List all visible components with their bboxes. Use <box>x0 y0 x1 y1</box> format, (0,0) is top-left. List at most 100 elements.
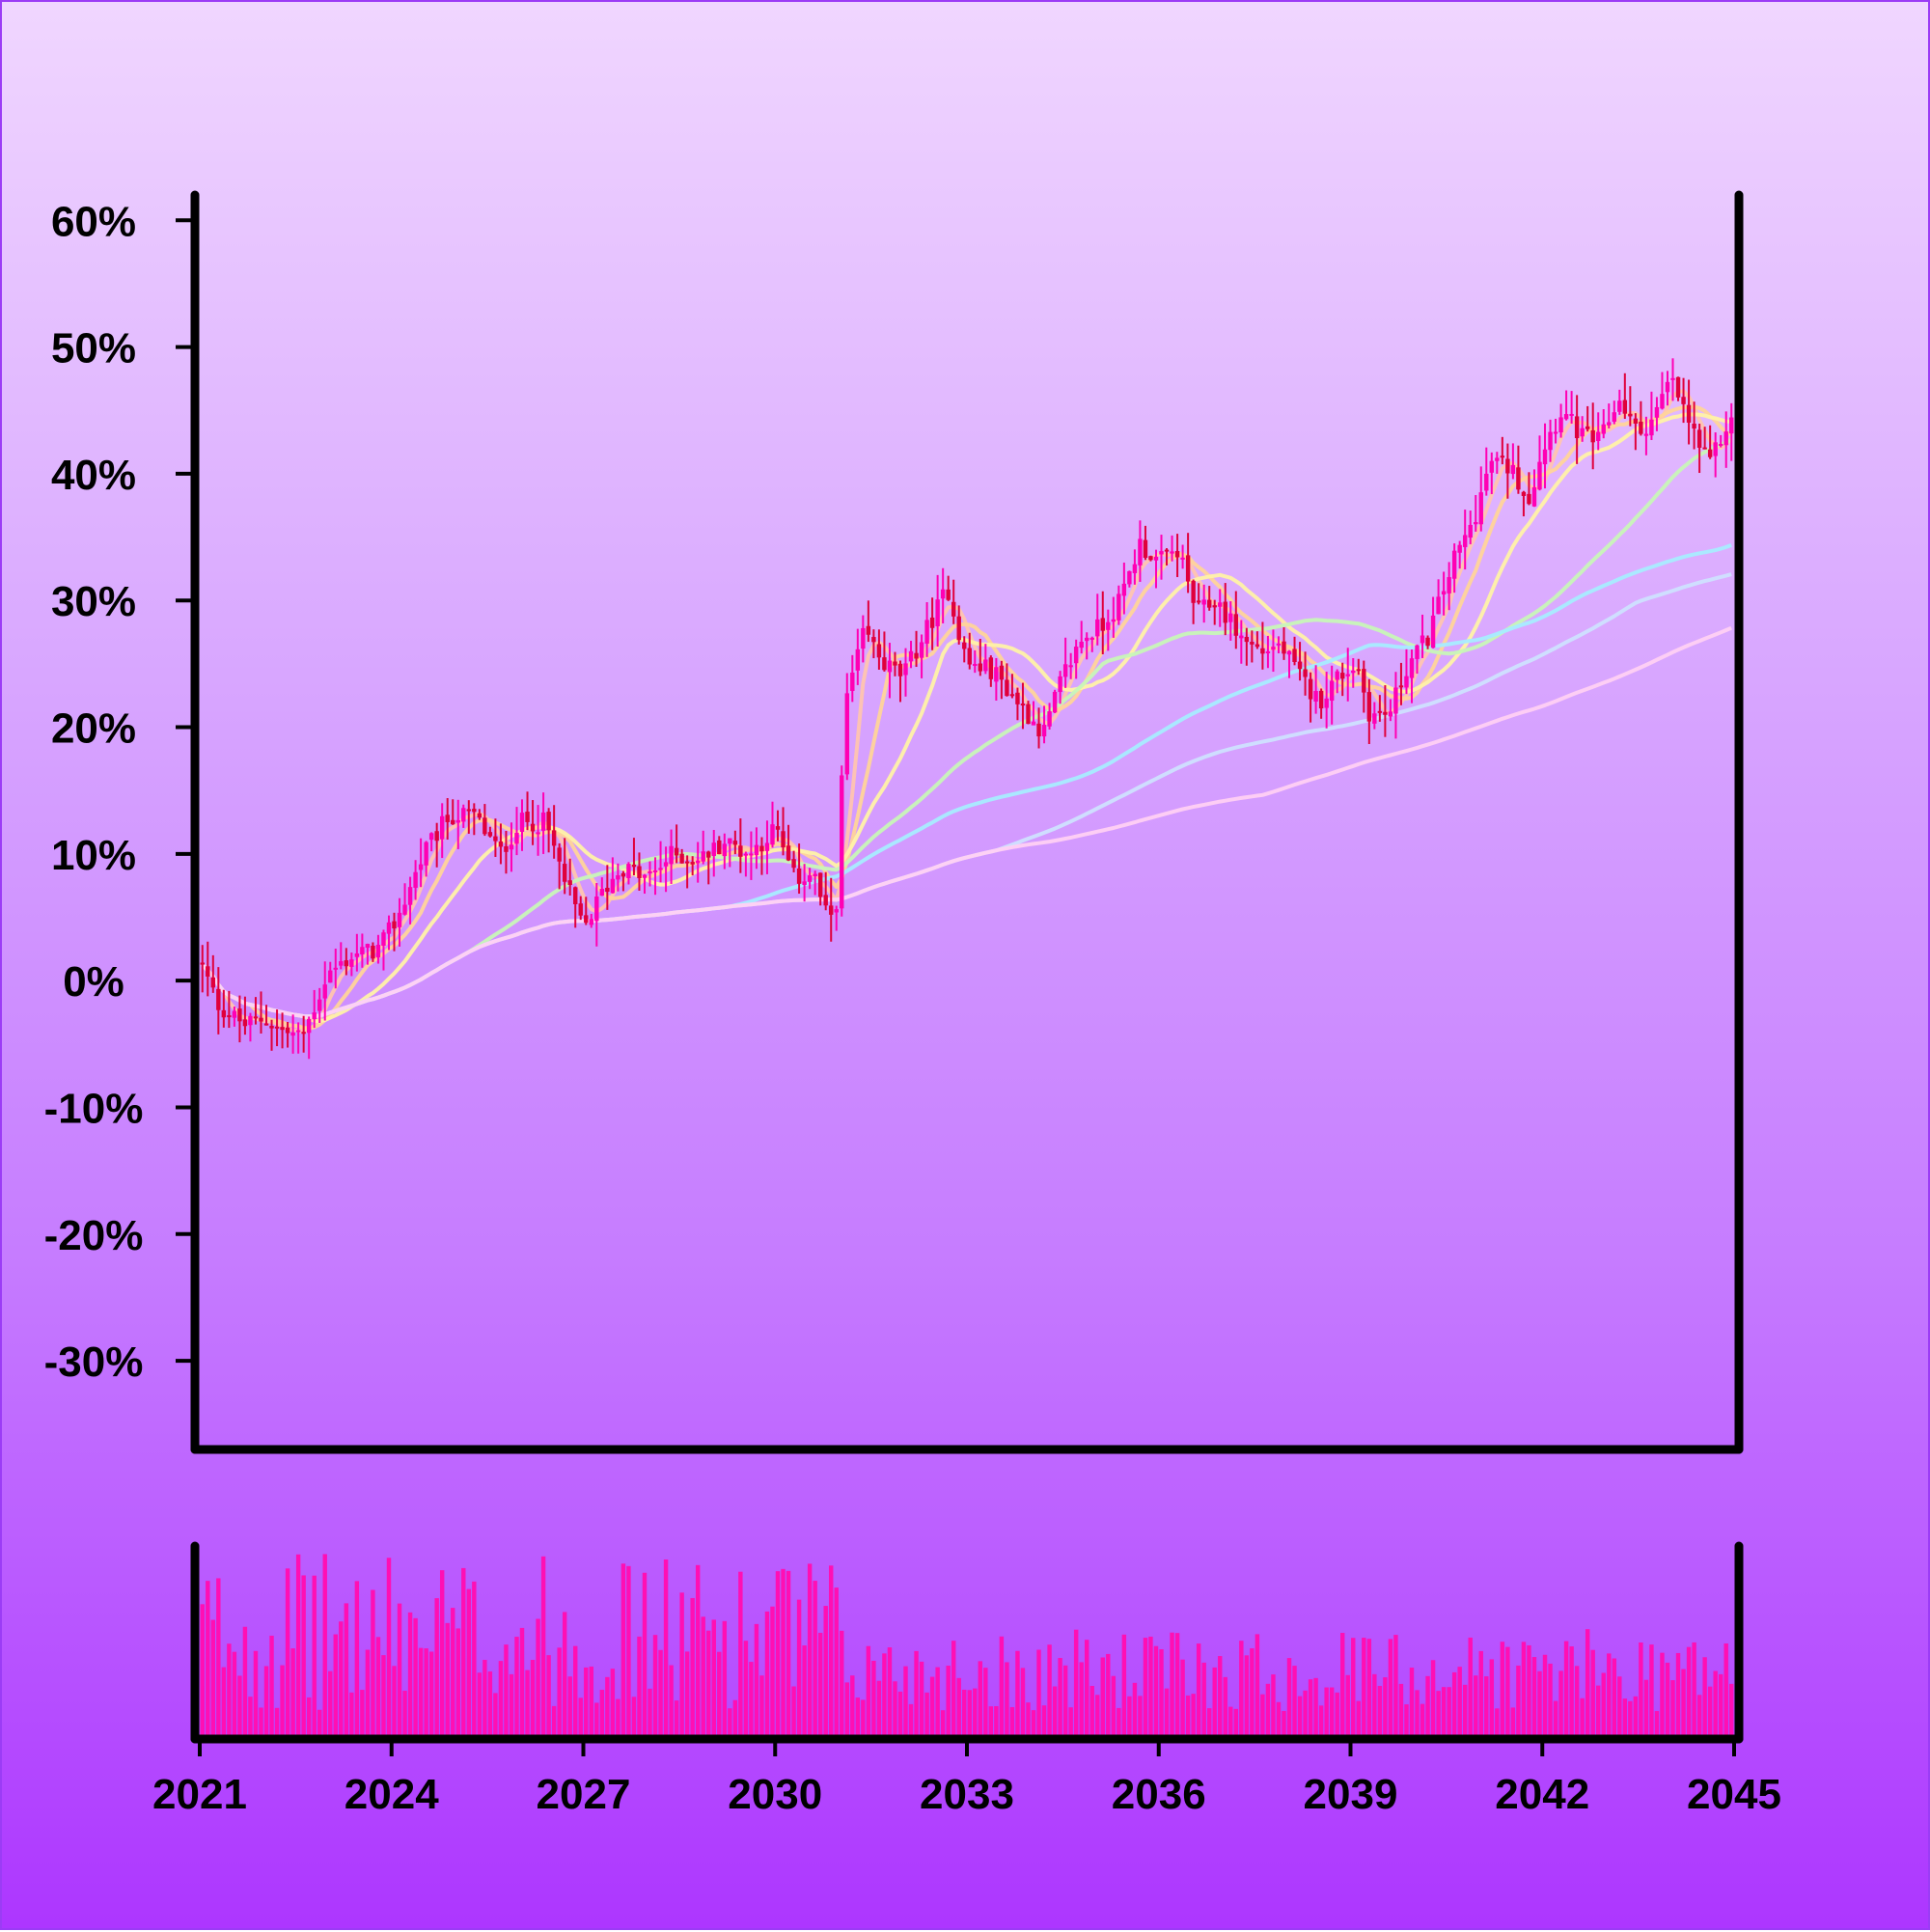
candle-body <box>360 947 365 954</box>
candle-body <box>339 961 344 966</box>
volume-bar <box>237 1675 242 1739</box>
volume-bar <box>375 1637 381 1739</box>
volume-bar <box>1260 1694 1265 1739</box>
volume-bar <box>924 1692 929 1739</box>
candle-body <box>344 960 349 967</box>
candle-body <box>663 862 669 867</box>
candle-body <box>290 1032 295 1036</box>
candle-body <box>1005 679 1009 697</box>
candle-body <box>962 642 967 649</box>
volume-bar <box>1009 1706 1015 1739</box>
candle-body <box>573 887 578 905</box>
candle-body <box>764 842 770 851</box>
candle-body <box>908 650 914 662</box>
candle-body <box>935 599 940 626</box>
volume-bar <box>973 1688 978 1739</box>
candle-body <box>1174 551 1180 558</box>
candle-body <box>1643 433 1649 436</box>
axes <box>190 190 1744 1744</box>
candle-body <box>365 944 371 949</box>
candle-body <box>887 660 893 673</box>
candle-body <box>775 826 781 830</box>
volume-bar <box>206 1581 210 1739</box>
volume-bar <box>1015 1650 1020 1739</box>
volume-bar <box>1617 1676 1622 1739</box>
volume-bar <box>1696 1695 1702 1739</box>
volume-bar <box>642 1572 648 1739</box>
volume-bar <box>1132 1682 1138 1739</box>
volume-bar <box>1718 1673 1723 1739</box>
candle-body <box>1143 539 1148 559</box>
candle-body <box>1377 710 1383 713</box>
volume-bar <box>434 1598 439 1739</box>
volume-bar <box>349 1692 354 1739</box>
candle-body <box>562 864 567 882</box>
candle-body <box>631 864 637 868</box>
volume-bar <box>1654 1711 1660 1739</box>
candle-body <box>1531 486 1537 507</box>
candle-body <box>269 1026 274 1029</box>
volume-bar <box>1574 1666 1580 1739</box>
candle-body <box>1345 674 1350 676</box>
volume-bar <box>1590 1649 1595 1739</box>
volume-bar <box>1271 1674 1276 1739</box>
volume-bar <box>1228 1706 1233 1739</box>
candle-body <box>1553 431 1558 434</box>
candle-body <box>1723 431 1728 446</box>
candle-body <box>530 823 536 832</box>
volume-bar <box>728 1708 732 1739</box>
candle-body <box>263 1023 269 1026</box>
candle-body <box>807 875 813 882</box>
volume-bar <box>328 1670 333 1739</box>
volume-bar <box>978 1661 983 1739</box>
candle-body <box>903 663 908 676</box>
volume-bar <box>861 1699 866 1739</box>
candle-body <box>567 880 572 886</box>
volume-bar <box>285 1568 290 1739</box>
candle-body <box>1601 424 1606 434</box>
volume-bar <box>935 1667 940 1739</box>
candle-body <box>461 808 466 822</box>
candle-body <box>1393 687 1398 714</box>
volume-bar <box>1308 1679 1313 1739</box>
volume-bar <box>1675 1652 1681 1739</box>
candle-body <box>1206 599 1212 608</box>
candle-body <box>605 887 610 892</box>
candle-body <box>834 909 839 913</box>
candle-body <box>306 1018 312 1034</box>
volume-bar <box>1148 1636 1153 1739</box>
volume-bar <box>1521 1642 1527 1739</box>
volume-bar <box>599 1690 605 1739</box>
volume-bar <box>764 1611 770 1739</box>
volume-bar <box>1206 1708 1212 1739</box>
candle-body <box>679 853 684 864</box>
candle-body <box>866 625 871 635</box>
volume-bar <box>1191 1694 1196 1739</box>
volume-bar <box>1643 1679 1649 1739</box>
volume-bar <box>1068 1707 1073 1739</box>
candle-body <box>1639 421 1643 434</box>
candle-body <box>1185 555 1191 582</box>
volume-bar <box>796 1599 802 1739</box>
candle-body <box>1201 599 1206 605</box>
volume-bar <box>1111 1675 1117 1739</box>
candle-body <box>1548 431 1553 451</box>
volume-bar <box>1362 1638 1366 1739</box>
volume-bars <box>200 1554 1734 1739</box>
candle-body <box>840 775 844 909</box>
volume-bar <box>813 1581 817 1739</box>
volume-bar <box>962 1689 967 1739</box>
y-tick-label: 40% <box>51 452 136 499</box>
volume-bar <box>269 1635 274 1739</box>
candle-body <box>743 853 749 856</box>
volume-bar <box>242 1626 248 1739</box>
volume-bar <box>786 1570 791 1739</box>
candle-body <box>1430 615 1436 649</box>
candle-body <box>754 844 759 856</box>
candle-body <box>1276 643 1282 646</box>
candle-body <box>893 661 897 666</box>
candle-body <box>1180 557 1185 560</box>
volume-bar <box>1127 1696 1132 1739</box>
candle-body <box>477 813 482 818</box>
